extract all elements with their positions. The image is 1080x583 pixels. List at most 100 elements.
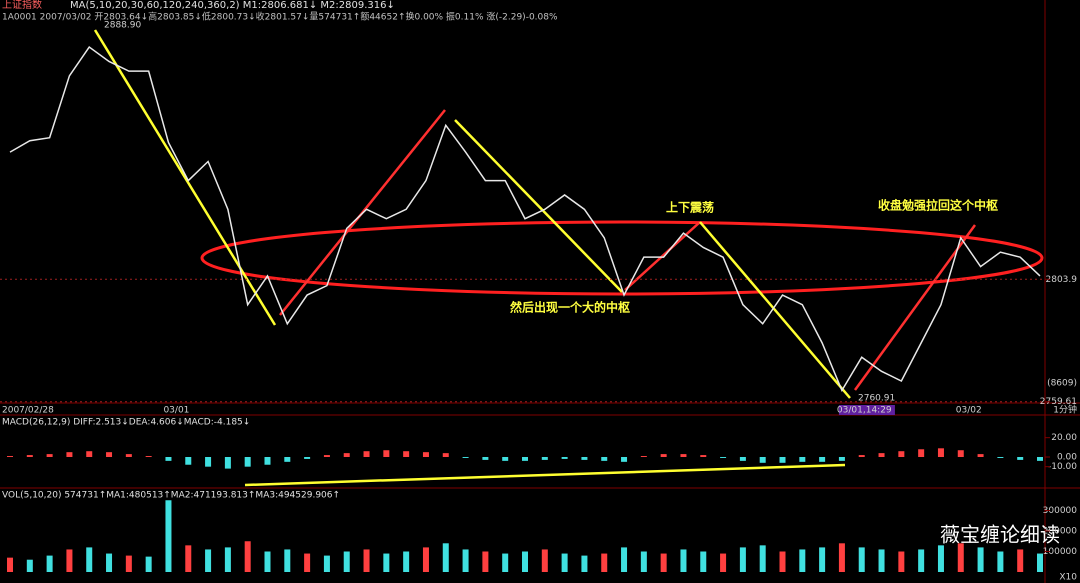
bar	[957, 543, 964, 572]
bar	[522, 551, 528, 572]
quote-line: 1A0001 2007/03/02 开2803.64↓高2803.85↓低280…	[2, 11, 558, 23]
bar	[720, 553, 727, 572]
bar	[522, 457, 528, 461]
bar	[739, 547, 746, 572]
bar	[621, 457, 628, 462]
bar	[383, 450, 390, 457]
bar	[858, 455, 865, 457]
bar	[1037, 457, 1043, 461]
y-tick-label: 20.00	[1051, 433, 1077, 443]
bar	[561, 553, 568, 572]
bar	[601, 553, 608, 572]
bar	[343, 453, 350, 457]
bar	[125, 454, 132, 457]
bar	[779, 457, 786, 463]
bar	[957, 450, 964, 457]
x-tick-label: 2007/02/28	[2, 406, 54, 416]
bar	[1037, 553, 1043, 572]
y-tick-label: 200000	[1043, 527, 1078, 537]
bar	[46, 555, 53, 572]
bar	[224, 457, 231, 469]
bar	[442, 543, 449, 572]
bar	[918, 549, 925, 572]
bar	[898, 451, 905, 457]
bar	[284, 457, 291, 462]
bar	[264, 457, 271, 465]
bar	[165, 500, 172, 572]
bar	[304, 553, 311, 572]
bar	[700, 455, 707, 457]
bar	[700, 551, 707, 572]
bar	[838, 457, 845, 461]
bar	[997, 551, 1004, 572]
macd-title: MACD(26,12,9) DIFF:2.513↓DEA:4.606↓MACD:…	[2, 418, 250, 428]
bar	[799, 457, 806, 462]
bar	[601, 457, 608, 461]
bar	[86, 547, 93, 572]
bar	[502, 457, 509, 461]
annotation: 然后出现一个大的中枢	[510, 300, 630, 315]
bar	[1017, 549, 1024, 572]
bar	[621, 547, 628, 572]
bar	[660, 454, 667, 457]
watermark: 薇宝缠论细读	[940, 523, 1060, 547]
bar	[720, 457, 727, 458]
bar	[977, 547, 984, 572]
pivot-ellipse	[200, 220, 1044, 296]
bar	[7, 456, 13, 457]
bar	[363, 451, 370, 457]
annotation: 2888.90	[104, 21, 141, 31]
y-tick-label: -10.00	[1048, 462, 1077, 472]
bar	[26, 559, 33, 572]
bar	[819, 457, 826, 462]
cursor-label-bg	[838, 405, 895, 415]
bar	[561, 457, 568, 459]
bar	[878, 549, 885, 572]
bar	[145, 456, 152, 457]
bar	[363, 549, 370, 572]
bar	[224, 547, 231, 572]
bar	[106, 553, 113, 572]
bar	[581, 555, 588, 572]
bar	[403, 451, 410, 457]
bar	[482, 457, 489, 460]
price-line	[9, 46, 1041, 393]
bar	[205, 457, 212, 467]
bar	[1017, 457, 1024, 460]
bar	[937, 545, 944, 572]
bar	[482, 551, 489, 572]
annotation: 上下震荡	[666, 200, 714, 215]
bar	[779, 551, 786, 572]
bar	[244, 541, 251, 572]
bar	[422, 547, 429, 572]
annotation: (8609)	[1047, 379, 1077, 389]
annotation: 收盘勉强拉回这个中枢	[878, 198, 998, 213]
bar	[660, 553, 667, 572]
bar	[937, 448, 944, 457]
bar	[442, 453, 449, 457]
y-tick-label: 2803.9	[1046, 275, 1078, 285]
y-tick-label: 0.00	[1057, 453, 1077, 463]
annotation: 1分钟	[1053, 404, 1077, 416]
bar	[898, 551, 905, 572]
bar	[541, 457, 548, 460]
bar	[640, 551, 647, 572]
x-tick-label: 03/02	[956, 406, 982, 416]
y-tick-label: 2759.61	[1040, 397, 1077, 407]
bar	[106, 452, 113, 457]
bar	[244, 457, 251, 467]
bar	[462, 549, 469, 572]
bar	[66, 549, 73, 572]
x-tick-label: 03/01	[163, 406, 189, 416]
bar	[145, 556, 152, 572]
bar	[759, 545, 766, 572]
bar	[581, 457, 588, 460]
bar	[878, 453, 885, 457]
bar	[46, 454, 53, 457]
bar	[125, 555, 132, 572]
bar	[462, 457, 469, 458]
bar	[502, 553, 509, 572]
bar	[640, 456, 647, 457]
bar	[918, 449, 925, 457]
